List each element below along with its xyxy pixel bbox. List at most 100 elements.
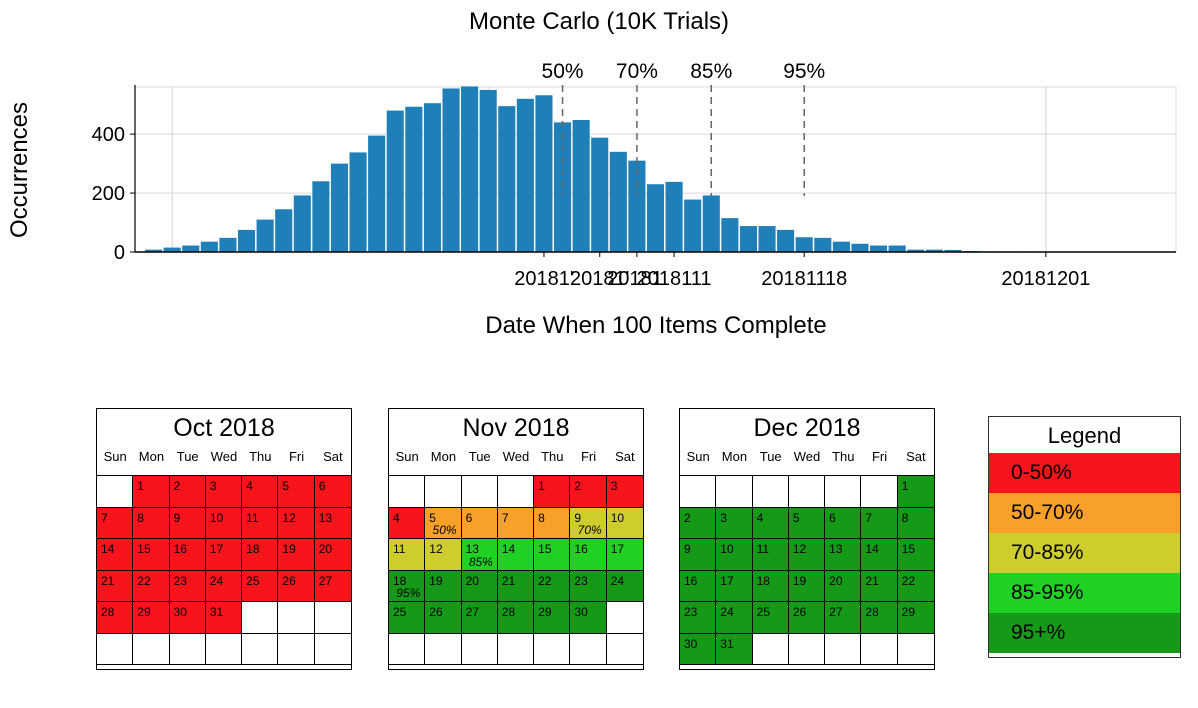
- day-number: 19: [429, 573, 443, 588]
- histogram-bar-20181014: [145, 249, 163, 252]
- weekday-label: Wed: [793, 449, 821, 464]
- weekday-label: Thu: [832, 449, 855, 464]
- day-number: 29: [901, 605, 916, 619]
- calendar-empty-cell: [497, 476, 535, 508]
- histogram-bar-20181024: [330, 163, 349, 252]
- percentile-marker: 95%: [396, 586, 421, 600]
- calendar-day: 12: [788, 539, 826, 571]
- day-number: 24: [209, 573, 224, 588]
- calendar-day: 24: [205, 570, 243, 602]
- calendar-nov-2018: Nov 2018 Sun Mon Tue Wed Thu Fri Sat 1 2 3 4 5 50% 6…: [388, 408, 644, 670]
- weekday-label: Mon: [430, 449, 457, 464]
- weekday-label: Fri: [580, 449, 597, 464]
- day-number: 23: [574, 573, 588, 588]
- day-number: 20: [318, 542, 333, 556]
- calendar-day: 1: [133, 476, 170, 508]
- weekday-label: Wed: [502, 449, 530, 464]
- calendar-day: 25: [752, 602, 789, 634]
- day-number: 7: [501, 510, 509, 525]
- day-number: 28: [101, 605, 115, 619]
- calendar-empty-cell: [425, 633, 462, 665]
- weekday-label: Mon: [138, 449, 165, 464]
- legend-item: 85-95%: [989, 573, 1180, 613]
- calendar-day: 16: [570, 539, 607, 571]
- calendar-day: 7: [861, 507, 898, 539]
- day-number: 24: [720, 605, 734, 619]
- calendar-day: 18: [752, 570, 789, 602]
- calendar-empty-cell: [570, 633, 607, 665]
- calendar-day: 26: [425, 602, 462, 634]
- y-tick-label: 400: [92, 124, 125, 146]
- day-number: 18: [393, 573, 407, 588]
- day-number: 11: [393, 542, 406, 556]
- calendar-day: 25: [389, 602, 426, 634]
- histogram-bar-20181026: [368, 135, 386, 252]
- histogram-bar-20181031: [461, 86, 479, 253]
- calendar-day: 13 85%: [461, 539, 498, 571]
- calendar-empty-cell: [389, 633, 426, 665]
- calendar-day: 13: [314, 507, 351, 539]
- weekday-label: Sat: [615, 449, 635, 464]
- calendar-day: 12: [278, 507, 315, 539]
- calendar-day: 18: [242, 539, 279, 571]
- calendar-day: 8: [534, 507, 571, 539]
- percentile-label: 50%: [542, 60, 584, 83]
- calendar-day: 28: [97, 602, 134, 634]
- calendar-day: 27: [461, 602, 498, 634]
- day-number: 8: [538, 510, 545, 525]
- histogram-bar-20181030: [442, 88, 460, 253]
- day-number: 1: [901, 479, 909, 493]
- day-number: 10: [209, 510, 224, 525]
- histogram-bar-20181020: [256, 219, 274, 252]
- histogram-bar-20181107: [591, 137, 609, 252]
- histogram-bar-20181027: [386, 110, 404, 252]
- calendar-day: 23: [169, 570, 206, 602]
- calendar-day: 14: [497, 539, 535, 571]
- histogram-bar-20181117: [777, 229, 795, 252]
- day-number: 21: [865, 573, 879, 588]
- day-number: 27: [465, 605, 479, 619]
- day-number: 31: [720, 636, 734, 651]
- day-number: 4: [393, 510, 400, 525]
- day-number: 29: [137, 605, 151, 619]
- calendar-title: Dec 2018: [753, 414, 861, 442]
- day-number: 3: [610, 479, 618, 493]
- x-tick-label: 20181': [607, 268, 666, 290]
- calendar-day: 24: [606, 570, 643, 602]
- calendar-day: 29: [897, 602, 934, 634]
- calendar-day: 29: [534, 602, 571, 634]
- calendar-day: 17: [716, 570, 753, 602]
- weekday-label: Mon: [721, 449, 748, 464]
- day-number: 6: [465, 510, 473, 525]
- calendar-day: 10: [205, 507, 243, 539]
- calendar-day: 9: [169, 507, 206, 539]
- day-number: 9: [574, 510, 582, 525]
- day-number: 30: [574, 605, 588, 619]
- calendar-empty-cell: [534, 633, 571, 665]
- calendar-empty-cell: [314, 633, 351, 665]
- legend-title: Legend: [989, 417, 1180, 453]
- calendar-day: 11: [752, 539, 789, 571]
- calendar-day: 20: [314, 539, 351, 571]
- histogram-bar-20181102: [498, 106, 516, 252]
- percentile-label: 95%: [783, 60, 825, 83]
- histogram-bar-20181112: [684, 199, 702, 252]
- calendar-day: 10: [606, 507, 643, 539]
- calendar-day: 27: [825, 602, 862, 634]
- day-number: 23: [684, 605, 698, 619]
- day-number: 16: [574, 542, 588, 556]
- day-number: 14: [101, 542, 115, 556]
- day-number: 25: [756, 605, 770, 619]
- calendar-empty-cell: [242, 602, 279, 634]
- day-number: 11: [246, 510, 259, 525]
- day-number: 5: [282, 479, 290, 493]
- x-tick-label: 20181': [514, 268, 573, 290]
- histogram-bar-20181125: [925, 249, 943, 252]
- histogram-bar-20181106: [572, 120, 590, 252]
- calendar-day: 31: [716, 633, 753, 665]
- calendar-empty-cell: [314, 602, 351, 634]
- histogram-bar-20181110: [646, 184, 665, 252]
- histogram-bar-20181022: [293, 195, 311, 252]
- calendar-grid: 1 2 3 4 5 6 7 8 9 10 11 12 13 14 15 16 17 18 19 20 21 22 23 24 2…: [97, 475, 351, 665]
